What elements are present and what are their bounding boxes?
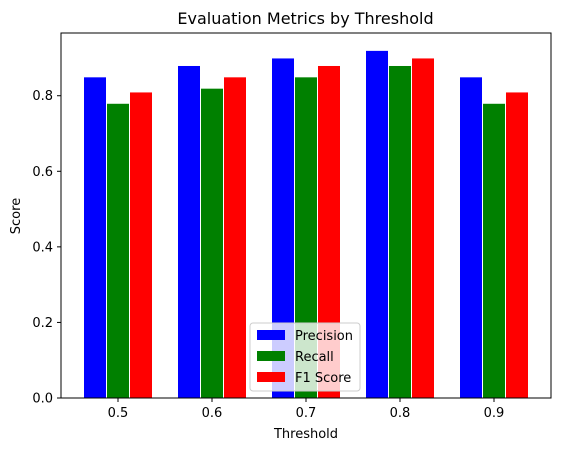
bar-recall-0-5 [106,102,130,399]
bars-group [83,49,529,399]
x-tick-label: 0.5 [108,406,129,421]
y-tick-label: 0.4 [32,240,53,255]
x-tick-label: 0.6 [202,406,223,421]
y-axis-label: Score [9,198,24,234]
bar-f1-score-0-8 [411,57,435,399]
y-tick-label: 0.6 [32,165,53,180]
bar-recall-0-8 [388,64,412,399]
bar-precision-0-9 [459,76,483,399]
bar-precision-0-5 [83,76,107,399]
x-tick-label: 0.8 [390,406,411,421]
x-axis-label: Threshold [273,427,338,442]
chart-title: Evaluation Metrics by Threshold [177,9,433,28]
x-tick-label: 0.7 [296,406,317,421]
bar-precision-0-6 [177,64,201,399]
legend-label-recall: Recall [295,350,334,365]
legend-swatch-f1-score [257,372,285,382]
bar-f1-score-0-9 [505,91,529,399]
y-tick-label: 0.2 [32,316,53,331]
bar-precision-0-8 [365,49,389,399]
ticks-group: 0.5 0.6 0.7 0.8 0.9 0.0 0.2 0.4 0.6 0.8 [32,89,504,421]
x-tick-label: 0.9 [484,406,505,421]
legend-swatch-recall [257,351,285,361]
bar-recall-0-6 [200,87,224,399]
legend-label-precision: Precision [295,329,353,344]
legend: Precision Recall F1 Score [249,322,361,392]
y-tick-label: 0.8 [32,89,53,104]
plot-frame [60,32,552,399]
bar-f1-score-0-5 [129,91,153,399]
bar-f1-score-0-6 [223,76,247,399]
bar-recall-0-9 [482,102,506,399]
legend-swatch-precision [257,330,285,340]
y-tick-label: 0.0 [32,392,53,407]
legend-label-f1-score: F1 Score [295,371,351,386]
